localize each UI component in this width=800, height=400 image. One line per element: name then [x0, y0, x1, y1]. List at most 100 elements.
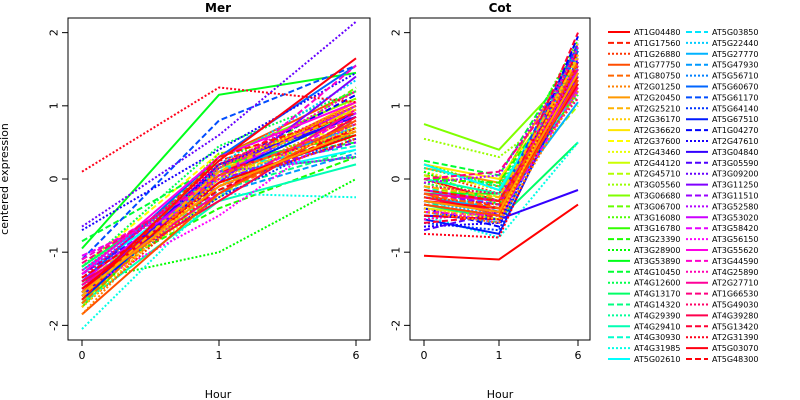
mer-series-line [81, 156, 357, 275]
legend-label: AT5G47930 [712, 61, 758, 70]
cot-series-line [423, 97, 579, 195]
legend-label: AT5G22440 [712, 39, 758, 48]
cot-series-line [423, 35, 579, 228]
legend-label: AT1G66530 [712, 290, 758, 299]
cot-series-line [423, 68, 579, 180]
mer-series-line [81, 126, 357, 279]
legend-label: AT4G39280 [712, 311, 758, 320]
cot-series-line [423, 57, 579, 225]
legend-label: AT1G04270 [712, 126, 758, 135]
legend-label: AT2G36170 [634, 115, 680, 124]
legend-label: AT2G36620 [634, 126, 680, 135]
legend-label: AT4G29410 [634, 322, 680, 331]
cot-series-line [423, 54, 579, 221]
cot-y-tick-label: 0 [390, 176, 403, 183]
legend-label: AT5G03070 [712, 344, 758, 353]
cot-y-tick-label: -1 [390, 247, 403, 258]
legend-label: AT2G37600 [634, 137, 680, 146]
legend-label: AT5G67510 [712, 115, 758, 124]
legend-label: AT5G48300 [712, 355, 758, 364]
legend-label: AT3G16080 [634, 213, 680, 222]
legend-label: AT3G05590 [712, 159, 758, 168]
legend-label: AT1G26880 [634, 50, 680, 59]
legend-label: AT4G29390 [634, 311, 680, 320]
mer-series-line [81, 20, 357, 228]
mer-series-lines [81, 20, 357, 330]
legend-label: AT3G58420 [712, 224, 758, 233]
mer-x-tick-label: 0 [79, 349, 86, 362]
legend-label: AT4G12600 [634, 279, 680, 288]
cot-series-line [423, 61, 579, 210]
mer-series-line [81, 130, 357, 290]
legend-label: AT3G11510 [712, 192, 758, 201]
mer-panel-title: Mer [205, 1, 231, 15]
legend-label: AT3G56150 [712, 235, 758, 244]
mer-y-tick-label: -1 [48, 247, 61, 258]
legend-label: AT3G06700 [634, 202, 680, 211]
legend-label: AT3G44590 [712, 257, 758, 266]
cot-x-tick-label: 6 [575, 349, 582, 362]
legend-label: AT3G05560 [634, 181, 680, 190]
mer-y-tick-label: 0 [48, 176, 61, 183]
legend-label: AT5G64140 [712, 104, 758, 113]
legend-label: AT5G03850 [712, 28, 758, 37]
mer-series-line [81, 108, 357, 297]
cot-y-tick-label: 2 [390, 29, 403, 36]
cot-series-line [423, 90, 579, 224]
cot-series-line [423, 65, 579, 206]
legend-label: AT2G44120 [634, 159, 680, 168]
legend-label: AT3G16780 [634, 224, 680, 233]
legend-label: AT4G10450 [634, 268, 680, 277]
mer-series-line [81, 71, 357, 250]
cot-series-line [423, 39, 579, 188]
mer-series-line [81, 64, 357, 261]
cot-x-label: Hour [487, 388, 514, 400]
mer-series-line [81, 130, 357, 294]
legend-label: AT2G45710 [634, 170, 680, 179]
legend-label: AT5G13420 [712, 322, 758, 331]
legend-label: AT5G61170 [712, 93, 758, 102]
legend-label: AT2G31390 [712, 333, 758, 342]
legend-label: AT1G77750 [634, 61, 680, 70]
mer-series-line [81, 64, 357, 261]
cot-series-line [423, 141, 579, 239]
cot-series-line [423, 97, 579, 159]
mer-series-line [81, 126, 357, 308]
cot-x-axis: 0 1 6 [421, 340, 582, 362]
legend-label: AT1G17560 [634, 39, 680, 48]
mer-series-line [81, 86, 357, 173]
mer-series-line [81, 79, 357, 297]
legend-label: AT3G52580 [712, 202, 758, 211]
mer-panel: Mer -2 -1 0 1 2 0 1 6 Hour centered expression [0, 1, 371, 400]
legend-label: AT1G04480 [634, 28, 680, 37]
mer-series-line [81, 178, 357, 283]
legend-label: AT3G28900 [634, 246, 680, 255]
legend-label: AT3G53890 [634, 257, 680, 266]
mer-series-line [81, 123, 357, 265]
cot-panel-title: Cot [489, 1, 512, 15]
mer-series-line [81, 156, 357, 283]
legend-label: AT3G55620 [712, 246, 758, 255]
mer-x-label: Hour [205, 388, 232, 400]
mer-x-axis: 0 1 6 [79, 340, 360, 362]
cot-series-lines [423, 32, 579, 261]
mer-series-line [81, 90, 357, 272]
legend-label: AT4G31985 [634, 344, 680, 353]
mer-series-line [81, 104, 357, 279]
legend-label: AT2G47610 [712, 137, 758, 146]
cot-series-line [423, 79, 579, 217]
legend-label: AT3G11250 [712, 181, 758, 190]
cot-y-tick-label: -2 [390, 320, 403, 331]
legend-label: AT5G60670 [712, 83, 758, 92]
legend-label: AT4G30930 [634, 333, 680, 342]
legend-label: AT2G27710 [712, 279, 758, 288]
mer-series-line [81, 104, 357, 283]
cot-series-line [423, 50, 579, 221]
cot-x-tick-label: 0 [421, 349, 428, 362]
cot-y-tick-label: 1 [390, 102, 403, 109]
cot-series-line [423, 46, 579, 177]
legend-label: AT5G49030 [712, 301, 758, 310]
legend-label: AT4G14320 [634, 301, 680, 310]
cot-series-line [423, 54, 579, 184]
